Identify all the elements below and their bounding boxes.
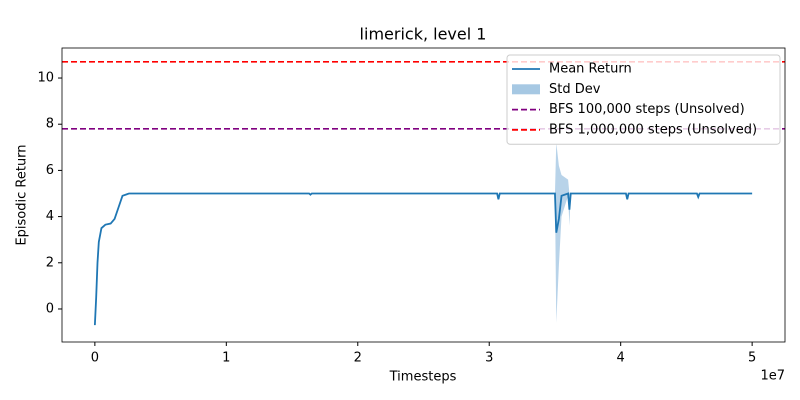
legend-swatch — [512, 84, 540, 95]
x-tick-label: 0 — [91, 351, 99, 366]
y-tick-label: 0 — [46, 301, 54, 316]
legend-label: BFS 100,000 steps (Unsolved) — [549, 102, 745, 117]
x-offset-label: 1e7 — [760, 369, 785, 384]
std-band — [94, 142, 753, 326]
y-axis-label: Episodic Return — [15, 144, 30, 245]
legend-label: Mean Return — [549, 62, 632, 77]
y-tick-label: 6 — [46, 163, 54, 178]
x-tick-label: 5 — [748, 351, 756, 366]
plot-frame — [61, 47, 786, 343]
y-tick-label: 10 — [37, 71, 54, 86]
x-tick-label: 2 — [354, 351, 362, 366]
x-tick-label: 1 — [222, 351, 230, 366]
x-tick-label: 4 — [617, 351, 625, 366]
y-tick-label: 4 — [46, 209, 54, 224]
y-tick-label: 2 — [46, 255, 54, 270]
legend-label: BFS 1,000,000 steps (Unsolved) — [549, 122, 757, 137]
y-tick-label: 8 — [46, 117, 54, 132]
x-tick-label: 3 — [485, 351, 493, 366]
line — [93, 192, 753, 326]
legend-box — [506, 54, 781, 145]
plot — [62, 61, 785, 326]
chart-title: limerick, level 1 — [360, 25, 487, 44]
legend-label: Std Dev — [549, 82, 601, 97]
x-axis-label: Timesteps — [389, 370, 457, 385]
